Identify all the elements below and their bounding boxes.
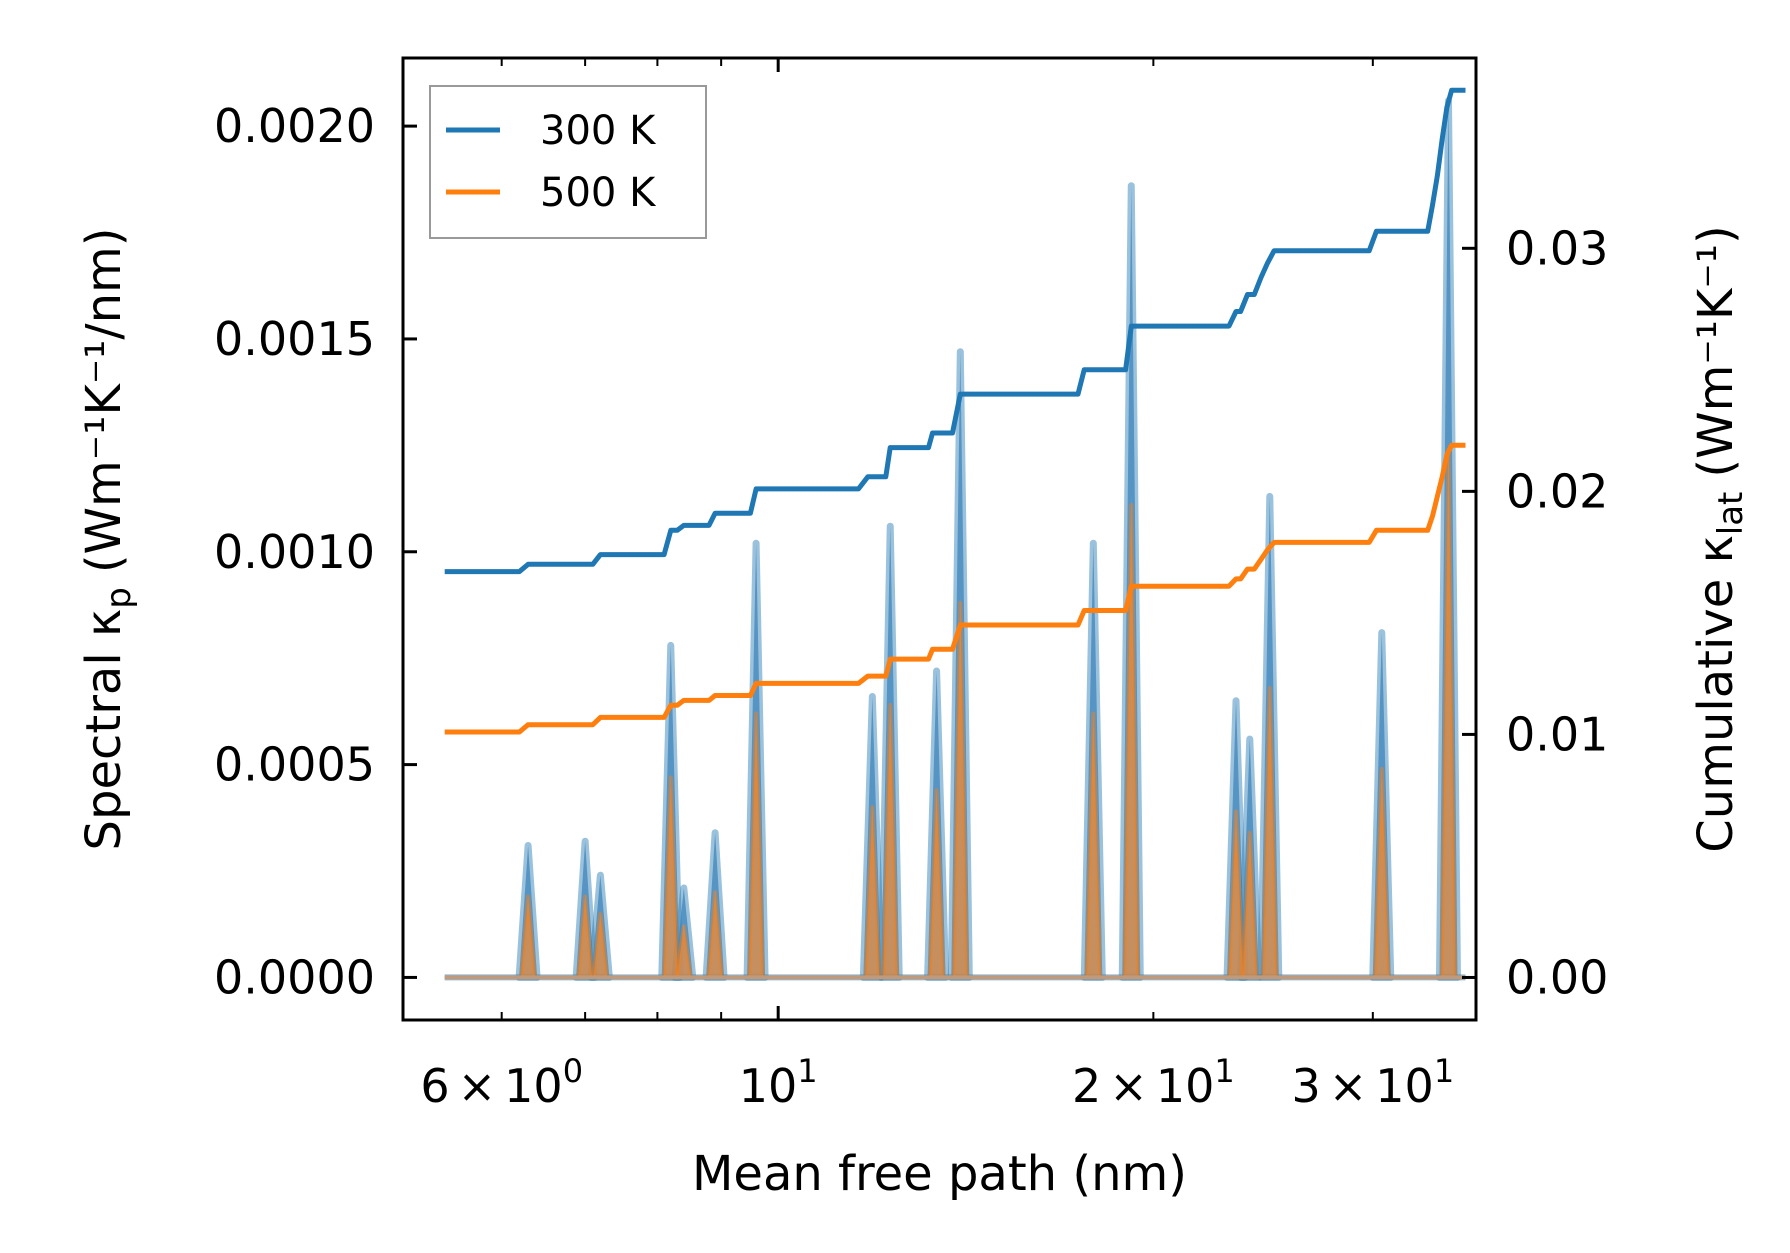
y-right-label-units: (Wm⁻¹K⁻¹) — [1688, 225, 1744, 477]
tick-marks — [403, 58, 1476, 1020]
y-left-label-units: (Wm⁻¹K⁻¹/nm) — [76, 228, 132, 574]
x-tick-times-3: × — [1329, 1059, 1368, 1113]
x-tick-exp-3: 1 — [1434, 1052, 1454, 1090]
x-tick-mantissa-3: 3 — [1291, 1059, 1320, 1113]
x-tick-base-3: 10 — [1375, 1059, 1434, 1113]
x-tick-label-3: 3 × 101 — [1291, 1052, 1454, 1113]
legend-label-300k: 300 K — [540, 108, 657, 154]
cumulative-line-500k — [444, 442, 1466, 735]
legend: 300 K 500 K — [429, 85, 707, 239]
x-tick-base-1: 10 — [739, 1059, 798, 1113]
y-axis-left-label: Spectral κp (Wm⁻¹K⁻¹/nm) — [76, 228, 139, 851]
y-right-tick-label-1: 0.01 — [1506, 707, 1608, 761]
x-tick-exp-0: 0 — [563, 1052, 583, 1090]
x-tick-label-1: 101 — [739, 1052, 818, 1113]
x-tick-mantissa-2: 2 — [1072, 1059, 1101, 1113]
x-tick-label-0: 6 × 100 — [420, 1052, 583, 1113]
tick-labels: 0.0000 0.0005 0.0010 0.0015 0.0020 0.00 0.01 0.… — [214, 99, 1608, 1113]
x-tick-times-0: × — [458, 1059, 497, 1113]
y-left-label-sub: p — [99, 587, 139, 609]
legend-frame — [429, 85, 707, 239]
x-tick-exp-2: 1 — [1214, 1052, 1234, 1090]
y-left-tick-label-4: 0.0020 — [214, 99, 375, 153]
y-right-tick-label-2: 0.02 — [1506, 464, 1608, 518]
y-left-label-base: Spectral κ — [76, 609, 132, 851]
y-left-tick-label-2: 0.0010 — [214, 525, 375, 579]
y-right-tick-label-3: 0.03 — [1506, 221, 1608, 275]
y-left-tick-label-3: 0.0015 — [214, 312, 375, 366]
y-left-tick-label-0: 0.0000 — [214, 950, 375, 1004]
axes-frame — [401, 56, 1478, 1022]
cumulative-line-300k — [444, 87, 1466, 575]
plot-area — [444, 87, 1466, 981]
x-tick-base-2: 10 — [1156, 1059, 1215, 1113]
x-axis-label: Mean free path (nm) — [692, 1146, 1187, 1202]
y-right-label-base: Cumulative κ — [1688, 535, 1744, 853]
y-axis-right-label: Cumulative κlat (Wm⁻¹K⁻¹) — [1688, 225, 1751, 852]
legend-label-500k: 500 K — [540, 170, 657, 216]
y-right-label-sub: lat — [1711, 492, 1751, 536]
y-left-tick-label-1: 0.0005 — [214, 738, 375, 792]
x-tick-mantissa-0: 6 — [420, 1059, 449, 1113]
x-tick-exp-1: 1 — [797, 1052, 817, 1090]
y-right-tick-label-0: 0.00 — [1506, 950, 1608, 1004]
x-tick-label-2: 2 × 101 — [1072, 1052, 1235, 1113]
x-tick-base-0: 10 — [504, 1059, 563, 1113]
x-tick-times-2: × — [1109, 1059, 1148, 1113]
